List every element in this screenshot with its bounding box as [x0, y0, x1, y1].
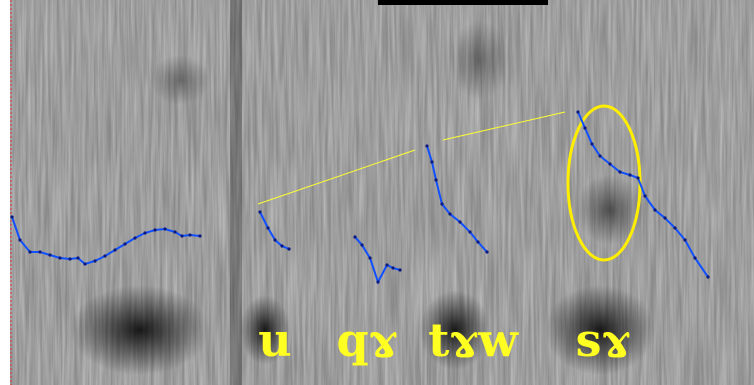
- syllable-label: sɤ: [576, 313, 631, 367]
- syllable-label: qɤ: [336, 313, 397, 367]
- syllable-label: u: [258, 313, 291, 367]
- spectrogram-view: u qɤ tɤw sɤ: [0, 0, 754, 385]
- syllable-label: tɤw: [428, 313, 519, 367]
